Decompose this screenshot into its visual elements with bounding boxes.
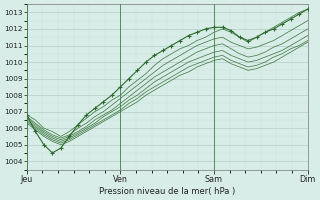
X-axis label: Pression niveau de la mer( hPa ): Pression niveau de la mer( hPa )	[99, 187, 236, 196]
